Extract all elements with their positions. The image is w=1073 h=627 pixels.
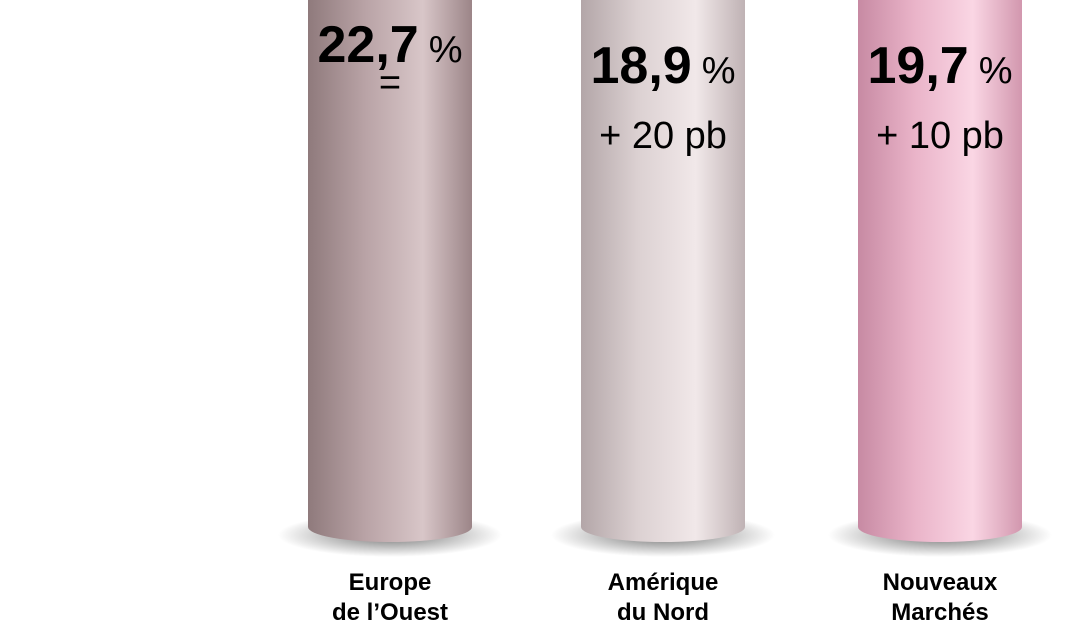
data-unit: % <box>429 29 463 71</box>
category-label-2-line-1: Amérique <box>608 569 719 596</box>
category-label-3-line-2: Marchés <box>891 599 988 626</box>
bar-body <box>858 0 1022 542</box>
change-label-1: = <box>379 62 401 104</box>
data-label-2: 18,9% <box>590 37 735 95</box>
category-label-1-line-2: de l’Ouest <box>332 599 448 626</box>
change-label-2: + 20 pb <box>599 115 727 157</box>
data-unit: % <box>702 50 736 92</box>
category-label-2-line-2: du Nord <box>617 599 709 626</box>
bar-3 <box>828 0 1052 557</box>
category-label-1-line-1: Europe <box>349 569 432 596</box>
bar-2 <box>551 0 775 557</box>
data-value: 19,7 <box>867 37 968 95</box>
bar-body <box>581 0 745 542</box>
change-label-3: + 10 pb <box>876 115 1004 157</box>
data-value: 18,9 <box>590 37 691 95</box>
category-label-3-line-1: Nouveaux <box>883 569 998 596</box>
bars-layer <box>278 0 1052 557</box>
bar-1 <box>278 0 502 557</box>
bar-body <box>308 0 472 542</box>
data-label-1: 22,7% <box>317 16 462 74</box>
data-unit: % <box>979 50 1013 92</box>
data-value: 22,7 <box>317 16 418 74</box>
data-label-3: 19,7% <box>867 37 1012 95</box>
